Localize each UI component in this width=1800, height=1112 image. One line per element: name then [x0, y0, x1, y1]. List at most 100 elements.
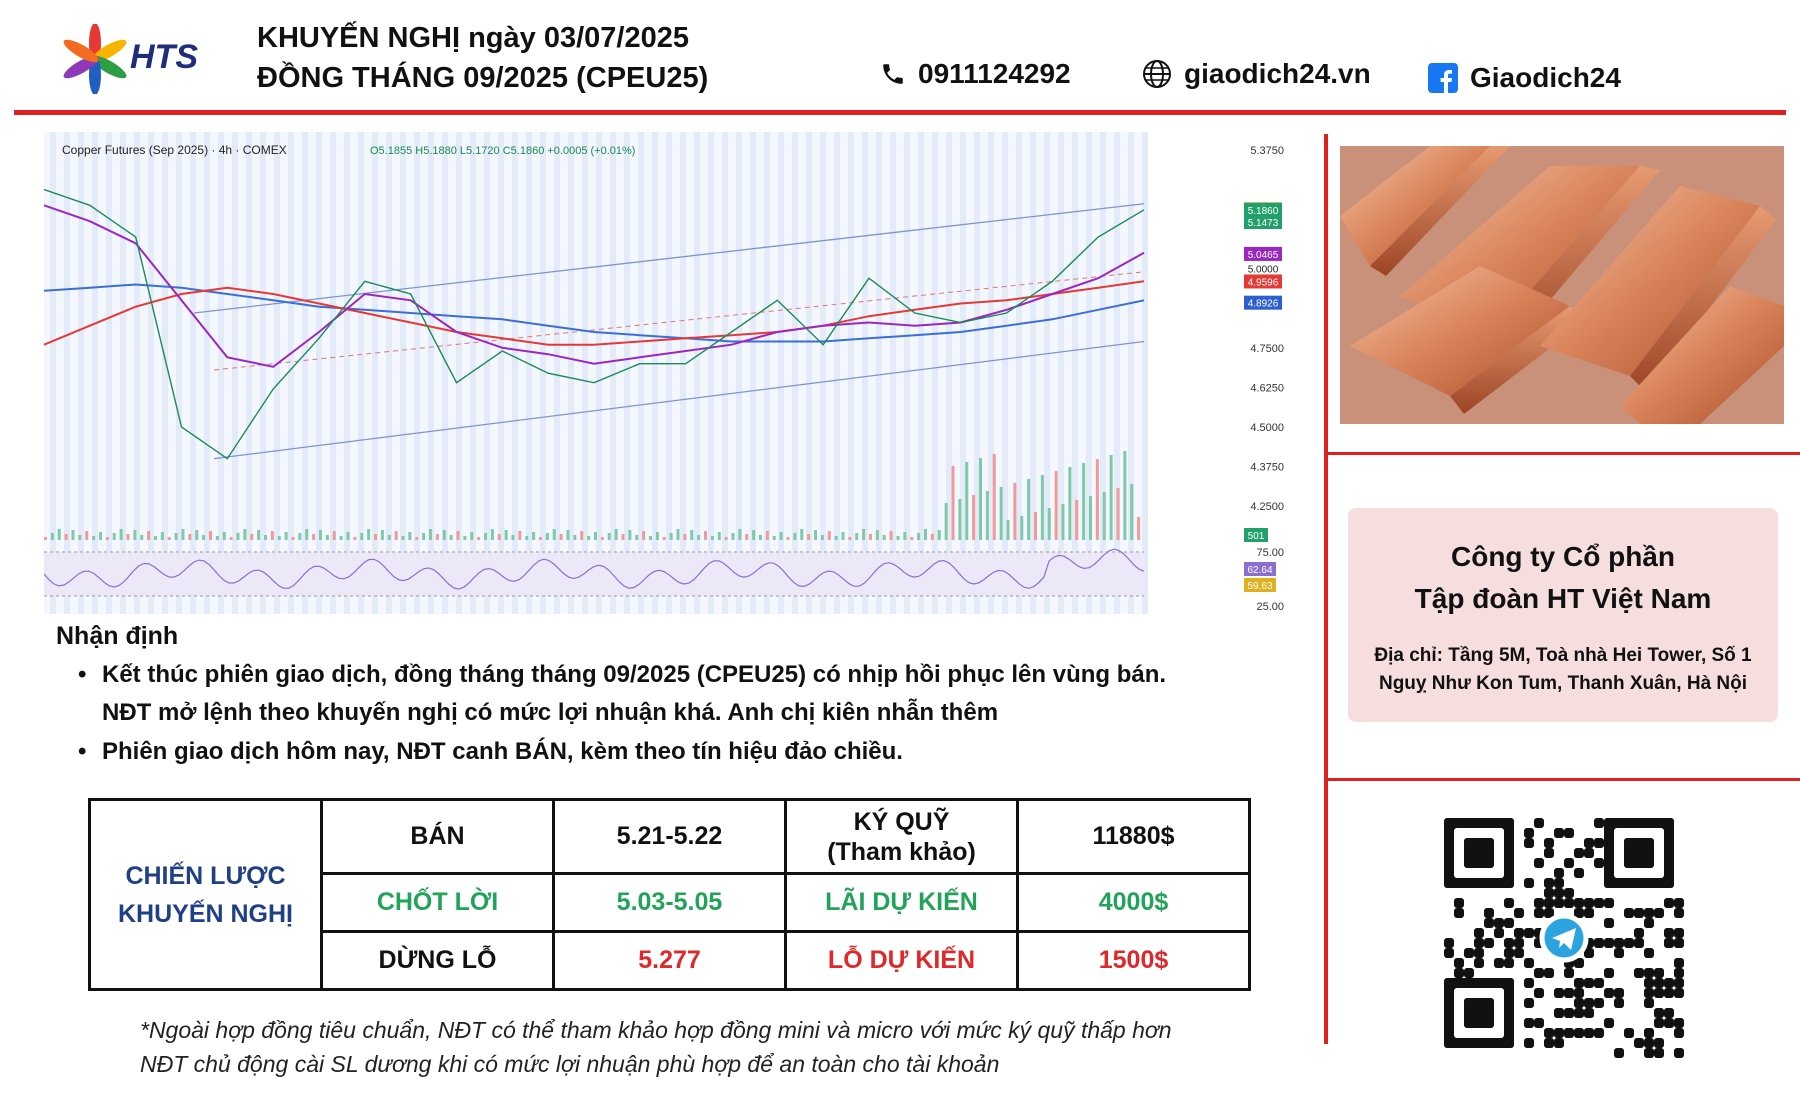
phone-contact[interactable]: 0911124292 [880, 58, 1071, 90]
qr-module [1664, 1018, 1674, 1028]
volume-bar [470, 532, 474, 540]
qr-module [1644, 998, 1654, 1008]
qr-module [1574, 848, 1584, 858]
session-stripe [400, 132, 406, 614]
volume-bar [367, 529, 371, 540]
volume-bar [655, 532, 659, 540]
qr-module [1544, 888, 1554, 898]
qr-module [1554, 828, 1564, 838]
session-stripe [218, 132, 224, 614]
qr-module [1524, 978, 1534, 988]
session-stripe [512, 132, 518, 614]
qr-module [1474, 948, 1484, 958]
bullet-1-line-1: Kết thúc phiên giao dịch, đồng tháng thá… [102, 661, 1167, 688]
volume-bar [339, 536, 343, 540]
session-stripe [596, 132, 602, 614]
qr-module [1644, 1048, 1654, 1058]
series-line-1 [43, 280, 1145, 346]
price-tag-bg [1244, 295, 1282, 310]
volume-bar [511, 535, 515, 540]
expected-profit-value: 4000$ [1016, 872, 1251, 933]
volume-bar [1123, 451, 1127, 540]
session-stripe [134, 132, 140, 614]
telegram-qr-code[interactable] [1444, 818, 1684, 1058]
qr-module [1494, 918, 1504, 928]
volume-bar [105, 537, 109, 540]
qr-module [1594, 998, 1604, 1008]
volume-bar [284, 532, 288, 540]
rsi-value-tag-label: 62.64 [1247, 565, 1272, 576]
facebook-icon [1428, 63, 1458, 93]
y-tick-label: 4.7500 [1250, 343, 1284, 355]
qr-module [1514, 948, 1524, 958]
channel-lower-line [213, 340, 1145, 460]
volume-bar [92, 536, 96, 540]
facebook-contact[interactable]: Giaodich24 [1428, 62, 1621, 94]
session-stripe [904, 132, 910, 614]
volume-bar [635, 535, 639, 540]
website-contact[interactable]: giaodich24.vn [1142, 58, 1371, 90]
qr-module [1584, 998, 1594, 1008]
session-stripe [834, 132, 840, 614]
session-stripe [204, 132, 210, 614]
copper-bars-image [1340, 146, 1784, 424]
qr-module [1584, 838, 1594, 848]
qr-module [1654, 1048, 1664, 1058]
qr-module [1614, 998, 1624, 1008]
volume-bar [1116, 488, 1120, 540]
qr-module [1564, 828, 1574, 838]
session-stripe [498, 132, 504, 614]
session-stripe [750, 132, 756, 614]
qr-module [1524, 998, 1534, 1008]
volume-bar [539, 537, 542, 540]
chart-ohlc: O5.1855 H5.1880 L5.1720 C5.1860 +0.0005 … [370, 145, 635, 157]
session-stripe [876, 132, 882, 614]
qr-module [1554, 868, 1564, 878]
volume-bar [1137, 517, 1141, 540]
qr-module [1534, 898, 1544, 908]
qr-module [1604, 918, 1614, 928]
volume-bar [793, 533, 797, 540]
qr-module [1514, 938, 1524, 948]
volume-bar [896, 536, 900, 540]
qr-module [1544, 1028, 1554, 1038]
volume-bar [724, 537, 728, 540]
table-row: CHỐT LỜI 5.03-5.05 LÃI DỰ KIẾN 4000$ [90, 872, 1251, 933]
qr-module [1634, 1038, 1644, 1048]
qr-module [1454, 958, 1464, 968]
volume-bar [642, 531, 646, 540]
session-stripe [582, 132, 588, 614]
qr-module [1614, 1048, 1624, 1058]
session-stripe [848, 132, 854, 614]
qr-module [1624, 908, 1634, 918]
volume-bar [1061, 504, 1065, 540]
qr-module [1584, 898, 1594, 908]
qr-module [1484, 938, 1494, 948]
volume-bar [807, 534, 811, 540]
volume-bar [504, 530, 508, 540]
volume-bar [992, 454, 996, 540]
qr-finder-core [1464, 838, 1494, 868]
session-stripe [190, 132, 196, 614]
volume-bar [889, 531, 893, 540]
qr-module [1594, 858, 1604, 868]
volume-bar [607, 533, 611, 540]
volume-bar [827, 531, 831, 540]
volume-bar [676, 529, 680, 540]
qr-module [1664, 938, 1674, 948]
qr-module [1654, 968, 1664, 978]
company-name: Công ty Cổ phần Tập đoàn HT Việt Nam [1348, 536, 1778, 620]
qr-module [1654, 978, 1664, 988]
report-subtitle: ĐỒNG THÁNG 09/2025 (CPEU25) [257, 62, 709, 94]
qr-module [1574, 988, 1584, 998]
session-stripe [988, 132, 994, 614]
volume-bar [133, 530, 137, 540]
volume-bar [229, 537, 233, 540]
price-chart: 5.3750 4.7500 4.6250 4.5000 4.3750 4.2500 75.0… [43, 132, 1314, 614]
volume-bar [243, 529, 247, 540]
session-stripe [386, 132, 392, 614]
qr-module [1524, 928, 1534, 938]
qr-module [1634, 938, 1644, 948]
session-stripe [78, 132, 84, 614]
volume-bar [160, 532, 164, 540]
